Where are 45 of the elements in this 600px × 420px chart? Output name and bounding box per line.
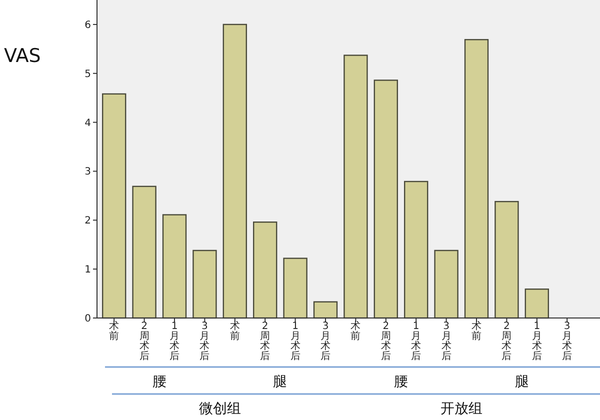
x-tick-label: 术前 (108, 321, 120, 342)
text: 腿 (514, 374, 529, 390)
bar (524, 288, 549, 319)
y-tick-label: 6 (84, 20, 91, 31)
x-tick-label: 1月术后 (290, 321, 301, 362)
text: 微创组 (198, 401, 241, 417)
bar (464, 39, 489, 319)
x-tick-label: 2周术后 (501, 321, 512, 362)
bar (253, 222, 278, 319)
x-tick-label: 3月术后 (199, 321, 210, 362)
bar (132, 186, 156, 319)
bar (494, 200, 519, 319)
x-tick-label: 2周术后 (138, 321, 150, 362)
x-tick-label: 术前 (229, 321, 240, 342)
text: 腰 (152, 374, 166, 390)
x-tick-label: 术前 (471, 321, 482, 342)
bar (283, 258, 308, 319)
x-tick-label: 3月术后 (440, 321, 452, 362)
x-tick-label: 3月术后 (562, 321, 573, 362)
x-tick-label: 2周术后 (380, 321, 392, 362)
text: 腰 (394, 374, 408, 390)
bar (344, 54, 368, 319)
x-tick-label: 2周术后 (260, 321, 271, 362)
bar (434, 250, 458, 319)
bar (222, 24, 247, 319)
bar (313, 301, 338, 319)
x-tick-label: 术前 (350, 321, 362, 342)
y-tick-label: 1 (84, 264, 91, 276)
y-axis-title: VAS (4, 45, 41, 67)
bar (192, 250, 217, 319)
x-tick-label: 3月术后 (320, 321, 331, 362)
bar (102, 93, 126, 319)
x-tick-label: 1月术后 (531, 321, 542, 362)
y-tick-label: 3 (84, 166, 91, 178)
bar (162, 214, 187, 319)
y-tick-label: 5 (84, 68, 91, 80)
bar (404, 180, 428, 319)
y-tick-label: 2 (84, 216, 91, 227)
y-tick-label: 4 (84, 118, 91, 129)
text: 开放组 (440, 401, 482, 417)
y-tick-label: 0 (84, 314, 91, 324)
text: 腿 (273, 374, 288, 390)
x-tick-label: 1月术后 (410, 321, 422, 362)
x-tick-label: 1月术后 (169, 321, 180, 362)
bar (374, 80, 398, 319)
